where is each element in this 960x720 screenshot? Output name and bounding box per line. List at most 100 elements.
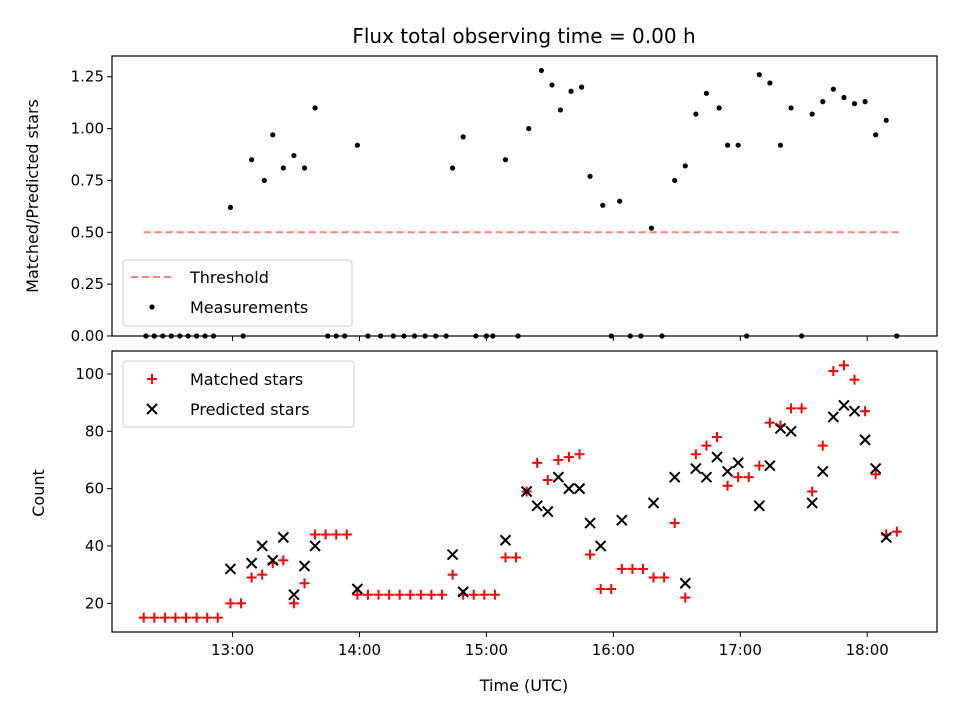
- ratio-plot-frame: [111, 55, 938, 337]
- matched-star-point: [341, 529, 352, 540]
- measurement-point: [526, 125, 532, 132]
- matched-star-point: [212, 612, 223, 623]
- predicted-star-point: [806, 497, 818, 509]
- predicted-star-point: [859, 434, 871, 446]
- matched-star-point: [202, 612, 213, 623]
- measurement-point: [716, 105, 722, 111]
- legend-predicted-swatch: [146, 403, 158, 415]
- predicted-star-point: [679, 577, 691, 589]
- matched-star-point: [489, 589, 500, 600]
- predicted-star-point: [817, 465, 829, 478]
- predicted-star-point: [499, 534, 512, 546]
- measurement-point: [280, 165, 286, 171]
- measurement-point: [883, 117, 889, 123]
- measurement-point: [579, 84, 585, 90]
- matched-star-point: [669, 518, 680, 529]
- measurement-point: [568, 88, 574, 94]
- count-y-tick-label: 60: [85, 480, 104, 498]
- measurement-point: [735, 142, 741, 148]
- predicted-star-point: [584, 517, 596, 529]
- matched-star-point: [659, 572, 670, 583]
- matched-star-point: [637, 563, 648, 574]
- legend-matched-label: Matched stars: [190, 370, 303, 389]
- legend-measurements-swatch: [149, 304, 155, 310]
- matched-star-point: [246, 572, 257, 583]
- measurement-point: [809, 111, 815, 117]
- predicted-star-point: [848, 405, 861, 417]
- measurement-point: [830, 86, 836, 92]
- predicted-star-point: [647, 497, 660, 509]
- matched-star-point: [384, 589, 395, 600]
- predicted-star-point: [309, 540, 321, 552]
- matched-star-point: [786, 403, 797, 414]
- matched-star-point: [817, 440, 828, 451]
- predicted-star-point: [764, 459, 776, 472]
- predicted-star-point: [753, 500, 766, 512]
- measurement-point: [460, 134, 466, 140]
- legend-predicted-marker: [146, 403, 158, 415]
- measurement-point: [449, 165, 456, 171]
- matched-star-point: [299, 578, 310, 589]
- matched-star-point: [807, 486, 818, 497]
- measurement-point: [693, 111, 699, 117]
- predicted-star-point: [552, 471, 565, 483]
- matched-star-point: [690, 449, 701, 460]
- matched-star-point: [511, 552, 522, 563]
- x-tick-label: 15:00: [465, 641, 508, 659]
- measurement-point: [767, 80, 773, 86]
- predicted-star-point: [277, 531, 290, 544]
- measurement-point: [587, 173, 593, 179]
- predicted-star-point: [785, 425, 797, 437]
- x-tick-label: 17:00: [719, 641, 762, 659]
- measurement-point: [862, 99, 868, 105]
- matched-star-point: [405, 589, 416, 600]
- measurement-point: [538, 67, 545, 74]
- matched-star-point: [191, 612, 202, 623]
- matched-star-point: [701, 440, 712, 451]
- matched-star-point: [585, 549, 596, 560]
- matched-star-point: [754, 460, 765, 471]
- legend-threshold-label: Threshold: [189, 268, 269, 287]
- matched-star-point: [138, 612, 149, 623]
- measurement-point: [672, 177, 678, 184]
- predicted-star-point: [351, 583, 364, 595]
- predicted-star-point: [520, 485, 533, 498]
- count-legend: Matched stars Predicted stars: [122, 360, 355, 428]
- matched-star-point: [447, 569, 458, 580]
- matched-star-point: [838, 360, 849, 371]
- ratio-y-tick-label: 0.00: [71, 327, 104, 345]
- measurement-point: [703, 90, 710, 96]
- ratio-y-tick-label: 1.25: [71, 68, 104, 86]
- matched-star-point: [849, 374, 860, 385]
- measurement-point: [549, 82, 555, 88]
- matched-star-point: [860, 406, 871, 417]
- count-y-tick-label: 80: [85, 422, 104, 440]
- ratio-legend-box: [122, 259, 353, 327]
- matched-star-point: [149, 612, 160, 623]
- legend-matched-marker: [147, 374, 157, 384]
- predicted-star-point: [245, 557, 258, 569]
- predicted-star-point: [457, 586, 469, 598]
- matched-star-point: [181, 612, 192, 623]
- matched-star-point: [722, 480, 733, 491]
- x-tick-label: 18:00: [846, 641, 889, 659]
- measurement-point: [648, 225, 655, 231]
- x-tick-label: 13:00: [211, 641, 254, 659]
- legend-matched-swatch: [147, 374, 157, 384]
- predicted-star-point: [616, 514, 628, 526]
- predicted-star-point: [732, 457, 744, 469]
- matched-star-point: [288, 598, 299, 609]
- matched-star-point: [225, 598, 236, 609]
- predicted-star-point: [869, 462, 882, 475]
- matched-star-point: [648, 572, 659, 583]
- measurement-point: [600, 202, 606, 208]
- legend-measurements-label: Measurements: [190, 298, 308, 317]
- predicted-star-point: [668, 471, 681, 483]
- count-y-axis-label: Count: [29, 469, 48, 517]
- measurement-point: [682, 163, 688, 169]
- chart-title: Flux total observing time = 0.00 h: [352, 24, 695, 48]
- measurement-point: [820, 99, 826, 105]
- matched-star-point: [236, 598, 247, 609]
- predicted-star-point: [880, 531, 892, 544]
